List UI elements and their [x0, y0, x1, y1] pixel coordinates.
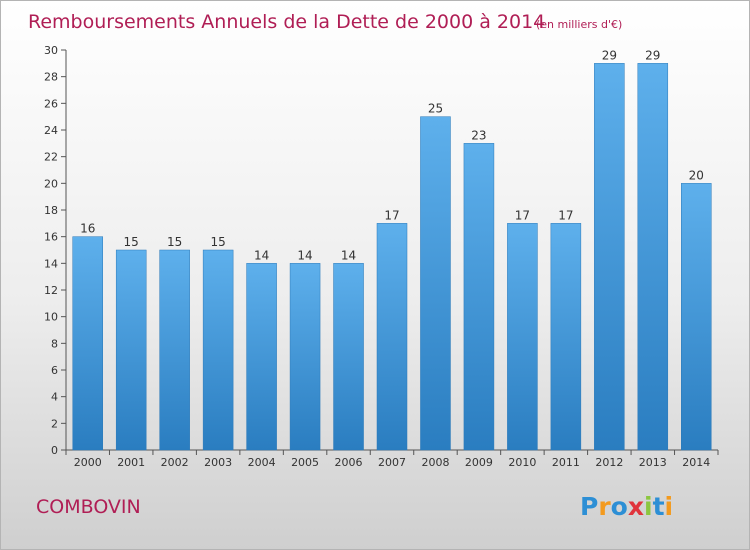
- bar-2001: [115, 249, 147, 451]
- value-label-2007: 17: [384, 208, 399, 222]
- logo-letter: x: [628, 492, 644, 521]
- logo-letter: t: [653, 492, 665, 521]
- y-tick-label: 4: [51, 391, 58, 404]
- bar-2002: [159, 249, 190, 451]
- x-tick-label-2008: 2008: [421, 456, 449, 469]
- bar-2012: [594, 63, 625, 451]
- x-tick-label-2007: 2007: [378, 456, 406, 469]
- logo-letter: i: [644, 492, 653, 521]
- logo-letter: r: [598, 492, 611, 521]
- x-tick-label-2010: 2010: [508, 456, 536, 469]
- y-tick-label: 30: [44, 44, 58, 57]
- bar-2006: [333, 263, 364, 451]
- x-tick-label-2000: 2000: [74, 456, 102, 469]
- y-tick-label: 20: [44, 177, 58, 190]
- bar-2011: [550, 223, 582, 451]
- value-label-2000: 16: [80, 222, 95, 236]
- bar-2010: [507, 223, 538, 451]
- value-label-2002: 15: [167, 235, 182, 249]
- value-label-2004: 14: [254, 248, 269, 262]
- bar-2014: [681, 183, 712, 451]
- value-label-2001: 15: [124, 235, 139, 249]
- bar-2005: [289, 263, 321, 451]
- chart-title: Remboursements Annuels de la Dette de 20…: [28, 11, 545, 33]
- x-axis: 2000 2001 2002 2003 2004 2005 2006 2007 2008 2009…: [65, 449, 719, 469]
- bars: [72, 63, 712, 451]
- value-label-2009: 23: [471, 128, 486, 142]
- proxiti-logo: Proxiti: [580, 492, 673, 521]
- logo-letter: o: [611, 492, 628, 521]
- y-tick-label: 26: [44, 97, 58, 110]
- y-tick-label: 14: [44, 257, 58, 270]
- value-labels: 16 15 15 15 14 14 14 17 25 23 17 17 29 29 20: [80, 48, 704, 262]
- y-tick-label: 24: [44, 124, 58, 137]
- x-tick-label-2005: 2005: [291, 456, 319, 469]
- x-tick-label-2013: 2013: [639, 456, 667, 469]
- bar-2000: [72, 236, 103, 451]
- x-tick-label-2001: 2001: [117, 456, 145, 469]
- x-tick-label-2004: 2004: [248, 456, 276, 469]
- y-tick-label: 2: [51, 417, 58, 430]
- x-tick-label-2006: 2006: [335, 456, 363, 469]
- value-label-2014: 20: [689, 168, 704, 182]
- y-tick-label: 8: [51, 337, 58, 350]
- value-label-2013: 29: [645, 48, 660, 62]
- bar-2013: [637, 63, 669, 451]
- value-label-2011: 17: [558, 208, 573, 222]
- bar-2004: [246, 263, 277, 451]
- x-tick-label-2014: 2014: [682, 456, 710, 469]
- x-tick-label-2003: 2003: [204, 456, 232, 469]
- y-tick-label: 28: [44, 71, 58, 84]
- y-tick-label: 12: [44, 284, 58, 297]
- bar-2009: [463, 143, 495, 451]
- bar-2007: [376, 223, 408, 451]
- value-label-2006: 14: [341, 248, 356, 262]
- bar-2008: [420, 116, 451, 451]
- y-tick-label: 16: [44, 231, 58, 244]
- value-label-2010: 17: [515, 208, 530, 222]
- y-tick-label: 6: [51, 364, 58, 377]
- x-tick-label-2012: 2012: [595, 456, 623, 469]
- value-label-2005: 14: [297, 248, 312, 262]
- logo-letter: P: [580, 492, 598, 521]
- y-tick-label: 10: [44, 311, 58, 324]
- value-label-2012: 29: [602, 48, 617, 62]
- x-tick-label-2009: 2009: [465, 456, 493, 469]
- x-tick-label-2002: 2002: [161, 456, 189, 469]
- value-label-2008: 25: [428, 102, 443, 116]
- bar-2003: [202, 249, 234, 451]
- value-label-2003: 15: [210, 235, 225, 249]
- y-tick-label: 0: [51, 444, 58, 457]
- x-tick-label-2011: 2011: [552, 456, 580, 469]
- y-tick-label: 22: [44, 151, 58, 164]
- y-tick-label: 18: [44, 204, 58, 217]
- commune-name: COMBOVIN: [36, 496, 141, 518]
- chart-subtitle: (en milliers d'€): [536, 18, 622, 31]
- logo-letter: i: [665, 492, 674, 521]
